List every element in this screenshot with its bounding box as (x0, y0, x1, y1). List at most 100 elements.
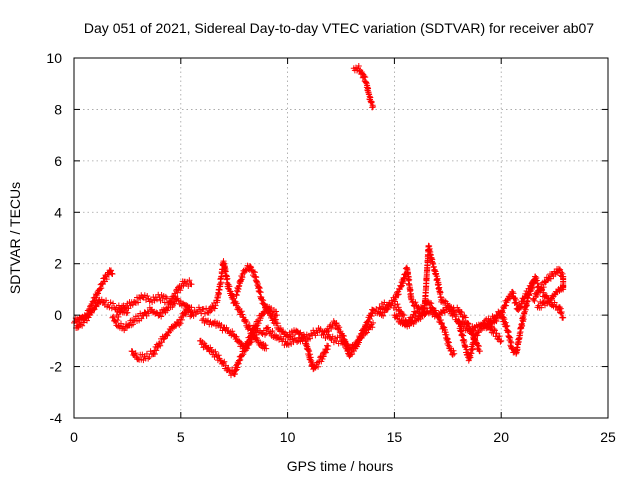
data-point (507, 334, 514, 341)
data-point (355, 62, 362, 69)
data-point (132, 350, 139, 357)
data-point (224, 275, 231, 282)
data-point (212, 302, 219, 309)
data-point (307, 351, 314, 358)
data-point (109, 271, 116, 277)
data-point (103, 297, 110, 304)
data-point (522, 306, 529, 313)
data-point (441, 309, 448, 316)
data-point (244, 342, 251, 349)
data-point (508, 339, 515, 346)
data-point (426, 245, 433, 252)
data-point (253, 323, 260, 330)
x-tick-label: 20 (493, 429, 509, 445)
data-point (510, 290, 517, 297)
data-point (182, 311, 189, 318)
data-point (474, 332, 481, 339)
data-point (324, 346, 331, 353)
data-point (162, 293, 169, 300)
grid-lines (74, 58, 608, 418)
data-point (428, 304, 435, 311)
data-point (315, 363, 322, 370)
data-point (195, 304, 202, 311)
data-point (110, 313, 117, 320)
data-point (412, 299, 419, 306)
data-point (248, 264, 255, 271)
data-point (394, 291, 401, 298)
data-point (528, 283, 535, 290)
data-point (558, 269, 565, 276)
x-axis-title: GPS time / hours (287, 458, 394, 474)
data-point (443, 331, 450, 338)
data-point (400, 280, 407, 287)
data-point (307, 335, 314, 342)
data-point (469, 346, 476, 353)
data-point (453, 313, 460, 320)
data-point (460, 332, 467, 339)
series-track-4 (113, 277, 195, 320)
data-point (370, 103, 377, 110)
data-point (110, 300, 117, 307)
data-point (254, 335, 261, 342)
data-point (439, 323, 446, 330)
x-tick-label: 0 (70, 429, 78, 445)
data-point (370, 319, 377, 326)
data-point (168, 299, 175, 306)
data-point (551, 299, 558, 306)
data-point (93, 303, 100, 310)
data-point (467, 328, 474, 335)
data-point (349, 351, 356, 358)
data-point (257, 289, 264, 296)
series-track-6 (197, 325, 270, 379)
data-point (154, 344, 161, 351)
data-point (135, 299, 142, 306)
data-point (499, 309, 506, 316)
data-point (412, 309, 419, 316)
y-tick-label: -4 (50, 410, 63, 426)
data-point (95, 290, 102, 297)
data-point (114, 317, 121, 324)
data-point (493, 330, 500, 337)
data-point (531, 297, 538, 304)
data-point (203, 342, 210, 349)
data-point (445, 339, 452, 346)
data-point (247, 263, 254, 270)
data-point (517, 304, 524, 311)
data-point (438, 320, 445, 327)
x-tick-label: 5 (177, 429, 185, 445)
data-point (533, 277, 540, 284)
data-point (272, 308, 279, 315)
data-point (273, 312, 280, 319)
data-point (376, 304, 383, 311)
data-point (449, 351, 456, 358)
data-point (257, 315, 264, 322)
data-point (557, 266, 564, 273)
data-point (450, 307, 457, 314)
y-tick-label: 0 (54, 307, 62, 323)
data-point (442, 329, 449, 336)
y-tick-label: 2 (54, 256, 62, 272)
data-point (519, 322, 526, 329)
data-point (456, 318, 463, 325)
data-point (172, 322, 179, 329)
data-point (177, 320, 184, 327)
data-point (221, 358, 228, 365)
data-point (238, 352, 245, 359)
chart-title: Day 051 of 2021, Sidereal Day-to-day VTE… (84, 20, 594, 36)
data-point (319, 356, 326, 363)
y-tick-label: 8 (54, 101, 62, 117)
data-point (188, 281, 195, 288)
data-point (238, 339, 245, 346)
y-tick-label: -2 (50, 359, 63, 375)
data-point (496, 333, 503, 340)
data-point (534, 292, 541, 299)
y-tick-label: 6 (54, 153, 62, 169)
data-point (84, 317, 91, 324)
data-point (460, 313, 467, 320)
data-point (255, 320, 262, 327)
x-tick-label: 25 (600, 429, 616, 445)
series-track-17 (481, 275, 567, 332)
data-point (171, 300, 178, 307)
data-point (369, 324, 376, 331)
